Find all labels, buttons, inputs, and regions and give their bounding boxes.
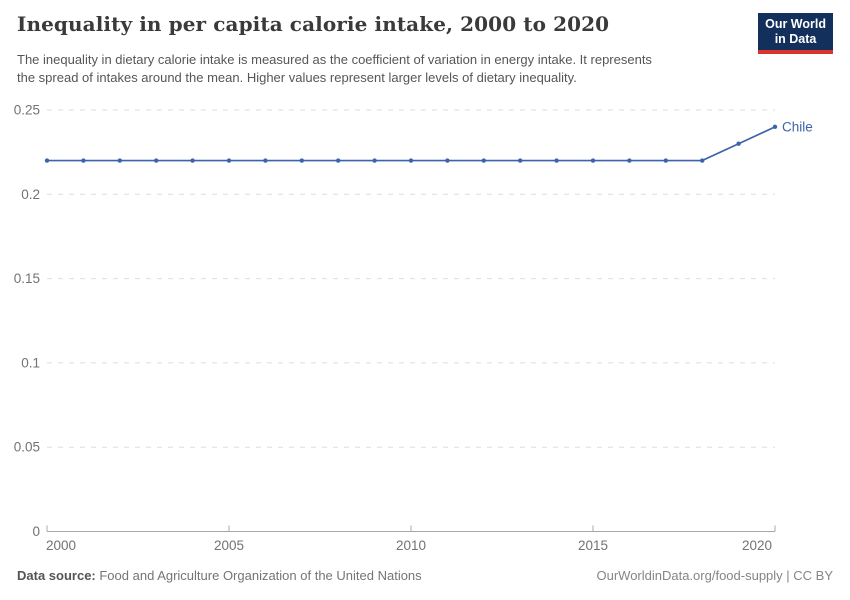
owid-logo-accent-bar	[758, 50, 833, 54]
data-source-note: Data source: Food and Agriculture Organi…	[17, 568, 422, 583]
data-point[interactable]	[81, 158, 86, 163]
y-tick-label: 0.05	[14, 440, 40, 455]
data-point[interactable]	[190, 158, 195, 163]
data-point[interactable]	[518, 158, 523, 163]
data-point[interactable]	[117, 158, 123, 163]
data-point[interactable]	[772, 124, 778, 130]
x-tick-label: 2020	[742, 538, 772, 553]
data-source-value: Food and Agriculture Organization of the…	[95, 568, 422, 583]
data-point[interactable]	[154, 158, 159, 163]
x-tick-label: 2000	[46, 538, 76, 553]
x-tick-label: 2010	[396, 538, 426, 553]
y-tick-label: 0.15	[14, 271, 40, 286]
page-title: Inequality in per capita calorie intake,…	[17, 12, 610, 36]
owid-logo-text-line1: Our World	[765, 17, 826, 31]
data-point[interactable]	[481, 158, 486, 163]
chart-subtitle-line2: the spread of intakes around the mean. H…	[17, 70, 577, 85]
y-tick-label: 0.1	[21, 355, 40, 370]
data-point[interactable]	[372, 158, 377, 163]
owid-logo-text-line2: in Data	[774, 32, 817, 46]
data-point[interactable]	[627, 158, 632, 163]
y-tick-label: 0	[32, 524, 40, 539]
data-point[interactable]	[445, 158, 450, 163]
data-point[interactable]	[299, 158, 304, 163]
y-tick-label: 0.2	[21, 187, 40, 202]
data-point[interactable]	[590, 158, 596, 163]
data-point[interactable]	[226, 158, 232, 163]
data-point[interactable]	[736, 141, 741, 146]
data-source-label: Data source:	[17, 568, 96, 583]
series-line[interactable]	[47, 126, 776, 162]
series-label[interactable]: Chile	[782, 119, 813, 134]
y-tick-label: 0.25	[14, 103, 40, 118]
chart-subtitle: The inequality in dietary calorie intake…	[17, 51, 652, 87]
x-tick-label: 2005	[214, 538, 244, 553]
data-point[interactable]	[554, 158, 559, 163]
data-point[interactable]	[263, 158, 268, 163]
x-tick-label: 2015	[578, 538, 608, 553]
data-point[interactable]	[336, 158, 341, 163]
data-point[interactable]	[44, 158, 50, 163]
data-point[interactable]	[700, 158, 705, 163]
chart-subtitle-line1: The inequality in dietary calorie intake…	[17, 52, 652, 67]
owid-logo[interactable]: Our World in Data	[758, 13, 833, 54]
data-point[interactable]	[408, 158, 414, 163]
data-point[interactable]	[663, 158, 668, 163]
credit-link[interactable]: OurWorldinData.org/food-supply | CC BY	[596, 568, 833, 583]
